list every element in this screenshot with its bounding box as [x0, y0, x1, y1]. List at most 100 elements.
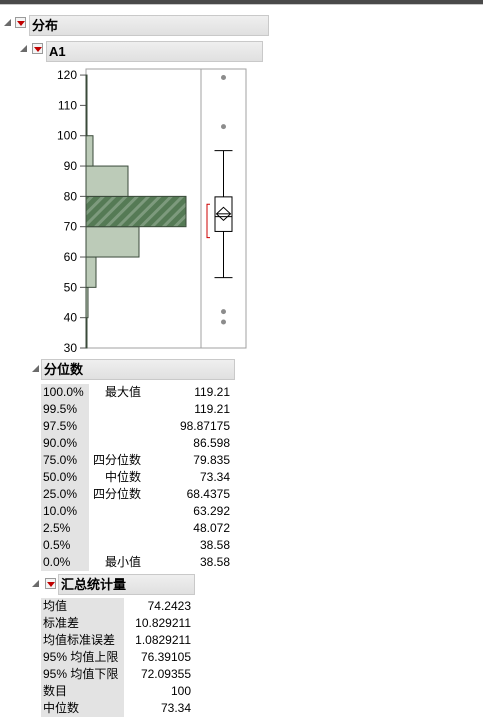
quantile-row: 100.0% 最大值 119.21: [41, 384, 235, 401]
quantile-percent: 0.5%: [43, 538, 71, 552]
quantile-percent: 25.0%: [43, 487, 78, 501]
histogram-bar: [85, 74, 88, 106]
distribution-plot: 120 110 100 90 80 70 60 50 40 30: [57, 68, 247, 355]
outlier-point: [221, 124, 226, 130]
summary-value: 74.2423: [147, 599, 191, 613]
quantile-value: 98.87175: [179, 419, 230, 433]
summary-label: 中位数: [43, 701, 80, 715]
distribution-header[interactable]: 分布: [29, 15, 269, 36]
quantile-value: 119.21: [194, 402, 230, 416]
histogram-bar: [85, 135, 94, 167]
y-tick-label: 120: [57, 68, 77, 82]
quantile-row: 97.5% 98.87175: [41, 418, 235, 435]
quantile-percent: 50.0%: [43, 470, 78, 484]
y-tick-label: 50: [64, 280, 78, 294]
outlier-box-plot[interactable]: [206, 74, 233, 325]
histogram-bar: [85, 256, 97, 288]
summary-menu-icon[interactable]: [45, 578, 56, 589]
quantile-value: 38.58: [199, 538, 230, 552]
outlier-point: [221, 309, 226, 315]
quantile-percent: 99.5%: [43, 402, 78, 416]
y-tick-label: 60: [64, 250, 78, 264]
quantile-row: 90.0% 86.598: [41, 435, 235, 452]
summary-label-column: [41, 598, 124, 717]
quantile-value: 38.58: [199, 555, 230, 569]
summary-row: 95% 均值上限 76.39105: [41, 649, 195, 666]
quantile-value: 68.4375: [186, 487, 230, 501]
quantile-label: 中位数: [104, 470, 141, 484]
quantile-label: 最小值: [104, 555, 141, 569]
summary-label: 标准差: [43, 616, 80, 630]
summary-label: 95% 均值下限: [43, 667, 119, 681]
summary-value: 100: [170, 684, 191, 698]
summary-value: 72.09355: [140, 667, 191, 681]
y-tick-label: 80: [64, 189, 78, 203]
quantile-label: 四分位数: [92, 487, 141, 501]
quantile-value: 119.21: [194, 385, 230, 399]
summary-label: 均值: [43, 599, 68, 613]
y-tick-label: 90: [64, 159, 78, 173]
quantile-value: 48.072: [193, 521, 230, 535]
quantile-percent: 10.0%: [43, 504, 78, 518]
quantile-row: 0.0% 最小值 38.58: [41, 554, 235, 571]
histogram-bar: [85, 226, 140, 258]
histogram-bar: [85, 165, 129, 197]
y-axis: 120 110 100 90 80 70 60 50 40 30: [57, 68, 87, 355]
quantiles-disclosure-icon[interactable]: [32, 365, 39, 372]
quantile-label: 最大值: [104, 385, 141, 399]
quantile-percent: 97.5%: [43, 419, 78, 433]
quantile-percent: 100.0%: [43, 385, 84, 399]
y-tick-label: 110: [58, 98, 77, 112]
histogram-bar: [85, 104, 88, 137]
quantile-value: 79.835: [193, 453, 230, 467]
quantile-percent: 75.0%: [43, 453, 78, 467]
histogram-bar: [85, 286, 89, 319]
variable-menu-icon[interactable]: [32, 43, 43, 54]
summary-label: 95% 均值上限: [43, 650, 119, 664]
variable-disclosure-icon[interactable]: [20, 45, 27, 52]
summary-label: 均值标准误差: [43, 633, 116, 647]
y-tick-label: 70: [64, 220, 78, 234]
variable-title: A1: [49, 44, 66, 59]
quantile-row: 50.0% 中位数 73.34: [41, 469, 235, 486]
window-top-divider: [0, 4, 483, 5]
summary-value: 76.39105: [140, 650, 191, 664]
summary-disclosure-icon[interactable]: [32, 580, 39, 587]
histogram-bars: [85, 74, 187, 349]
summary-label: 数目: [43, 684, 68, 698]
summary-row: 95% 均值下限 72.09355: [41, 666, 195, 683]
quantile-percent: 0.0%: [43, 555, 71, 569]
quantile-percent: 2.5%: [43, 521, 71, 535]
quantile-value: 86.598: [193, 436, 230, 450]
quantile-row: 2.5% 48.072: [41, 520, 235, 537]
histogram-bar-selected: [85, 195, 187, 228]
summary-header[interactable]: 汇总统计量: [58, 574, 195, 595]
summary-value: 1.0829211: [135, 633, 191, 647]
summary-row: 标准差 10.829211: [41, 615, 195, 632]
histogram-bar: [85, 317, 88, 349]
summary-row: 中位数 73.34: [41, 700, 195, 717]
summary-row: 均值 74.2423: [41, 598, 195, 615]
distribution-disclosure-icon[interactable]: [4, 19, 11, 26]
y-tick-label: 30: [64, 341, 78, 355]
summary-value: 10.829211: [135, 616, 191, 630]
quantile-row: 10.0% 63.292: [41, 503, 235, 520]
outlier-point: [221, 319, 226, 325]
summary-title: 汇总统计量: [61, 577, 127, 592]
quantile-label: 四分位数: [92, 453, 141, 467]
summary-row: 数目 100: [41, 683, 195, 700]
quantile-row: 25.0% 四分位数 68.4375: [41, 486, 235, 503]
quantiles-header[interactable]: 分位数: [41, 359, 235, 380]
y-tick-label: 100: [57, 129, 77, 143]
y-tick-label: 40: [64, 311, 78, 325]
distribution-menu-icon[interactable]: [15, 17, 26, 28]
quantiles-title: 分位数: [44, 362, 84, 377]
outlier-point: [221, 74, 226, 80]
summary-value: 73.34: [160, 701, 191, 715]
quantile-value: 63.292: [193, 504, 230, 518]
quantile-value: 73.34: [199, 470, 230, 484]
variable-header[interactable]: A1: [46, 41, 263, 62]
quantile-row: 99.5% 119.21: [41, 401, 235, 418]
summary-row: 均值标准误差 1.0829211: [41, 632, 195, 649]
shortest-half-bracket: [206, 203, 210, 239]
